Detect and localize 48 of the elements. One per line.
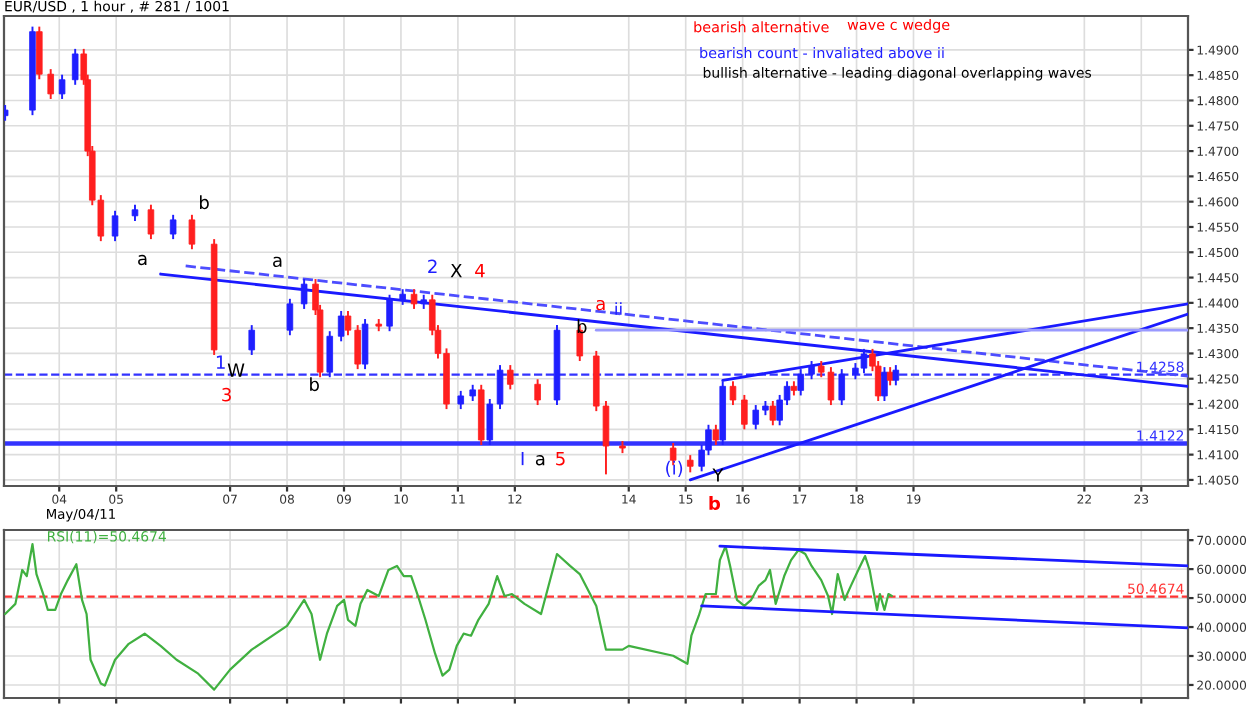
- annotation: a: [138, 254, 147, 266]
- annotation: b: [200, 195, 209, 210]
- candlestick: [386, 293, 393, 333]
- annotation: 3: [222, 387, 231, 402]
- candlestick: [860, 347, 868, 375]
- candlestick: [169, 213, 177, 241]
- candlestick: [410, 288, 418, 310]
- annotation: 1: [216, 355, 225, 369]
- annotation: 4: [475, 263, 485, 278]
- candlestick: [147, 203, 155, 241]
- candlestick: [36, 25, 43, 81]
- candlestick: [741, 393, 748, 431]
- candlestick: [300, 278, 308, 310]
- candlestick: [47, 68, 54, 100]
- annotation: 5: [556, 451, 565, 466]
- annotation: X: [450, 263, 462, 278]
- annotation: Y: [712, 468, 724, 482]
- annotation: b: [310, 377, 319, 392]
- candlestick: [457, 389, 465, 411]
- text: b: [709, 496, 721, 511]
- candlestick: [838, 368, 846, 407]
- line-series: [4, 543, 893, 691]
- candlestick: [248, 324, 255, 356]
- candlestick: [58, 73, 66, 100]
- annotation: a: [535, 455, 545, 466]
- candlestick: [729, 380, 737, 407]
- candlestick: [769, 400, 777, 427]
- annotation: a: [273, 256, 282, 268]
- candlestick: [71, 47, 79, 86]
- annotation: ii: [615, 302, 622, 315]
- annotation: W: [227, 363, 245, 377]
- candlestick: [881, 366, 888, 402]
- candlestick: [534, 378, 541, 407]
- annotation: 2: [428, 259, 437, 273]
- candlestick: [361, 318, 369, 371]
- annotation: I: [521, 451, 524, 466]
- annotation: (i): [666, 460, 683, 477]
- candlestick: [496, 364, 504, 411]
- candlestick: [486, 398, 494, 446]
- candlestick: [286, 297, 294, 337]
- candlestick: [892, 364, 900, 387]
- annotation: a: [596, 299, 605, 311]
- candlestick: [111, 209, 119, 243]
- candlestick: [326, 330, 334, 379]
- candlestick: [507, 364, 514, 391]
- candlestick: [188, 213, 196, 251]
- candlestick: [337, 309, 345, 343]
- candlestick: [712, 423, 720, 446]
